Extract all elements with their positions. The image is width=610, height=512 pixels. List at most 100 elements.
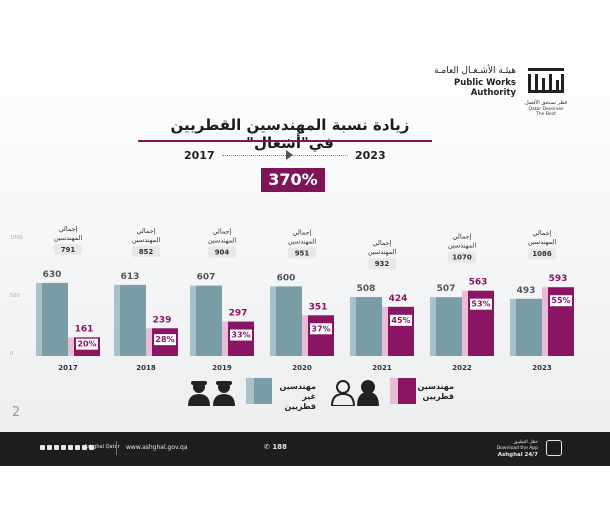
app-text-en1: Download the App bbox=[496, 446, 538, 451]
total-value: 904 bbox=[215, 249, 230, 257]
bar-qatari-side bbox=[146, 328, 152, 356]
bar-non-qatari-side bbox=[270, 286, 276, 356]
total-caption: المهندسين bbox=[368, 248, 396, 256]
total-value: 791 bbox=[61, 246, 76, 254]
bar-non-qatari bbox=[356, 297, 382, 356]
percentage-box bbox=[154, 334, 176, 346]
x-tick-label: 2019 bbox=[212, 364, 232, 372]
title-underline bbox=[138, 140, 432, 142]
non-qatari-people-icon bbox=[188, 381, 235, 406]
x-icon[interactable] bbox=[40, 445, 45, 450]
total-caption: إجمالي bbox=[137, 227, 156, 235]
phone-value: 188 bbox=[272, 443, 287, 451]
from-year: 2017 bbox=[184, 149, 215, 162]
percentage-box bbox=[310, 323, 332, 335]
percentage-label: 53% bbox=[471, 300, 490, 309]
total-caption: إجمالي bbox=[293, 228, 312, 236]
x-tick-label: 2018 bbox=[136, 364, 156, 372]
bar-non-qatari-value: 630 bbox=[43, 270, 62, 280]
bar-qatari-value: 424 bbox=[389, 294, 408, 304]
percentage-label: 37% bbox=[311, 324, 330, 333]
bar-non-qatari-value: 600 bbox=[277, 273, 296, 283]
percentage-label: 55% bbox=[551, 296, 570, 305]
bar-non-qatari-value: 493 bbox=[517, 286, 536, 296]
org-name-ar: هيئـة الأشـغـال العامـة bbox=[433, 66, 516, 76]
bar-non-qatari-side bbox=[114, 284, 120, 356]
bar-non-qatari-side bbox=[36, 282, 42, 356]
total-caption: إجمالي bbox=[373, 239, 392, 247]
youtube-icon[interactable] bbox=[75, 445, 80, 450]
bar-qatari-side bbox=[382, 306, 388, 356]
snapchat-icon[interactable] bbox=[47, 445, 52, 450]
whatsapp-icon[interactable] bbox=[89, 445, 94, 450]
infographic-card bbox=[0, 44, 610, 432]
legend-qatari-swatch bbox=[390, 378, 416, 404]
y-tick-label: 1000 bbox=[10, 235, 23, 241]
tiktok-icon[interactable] bbox=[82, 445, 87, 450]
tagline-en: Qatar Deserves The Best bbox=[528, 107, 564, 117]
bar-non-qatari-side bbox=[510, 298, 516, 356]
website-link[interactable]: www.ashghal.gov.qa bbox=[126, 444, 188, 451]
bar-qatari bbox=[308, 315, 334, 356]
bar-non-qatari bbox=[196, 285, 222, 356]
x-tick-label: 2023 bbox=[532, 364, 552, 372]
total-caption: إجمالي bbox=[453, 233, 472, 241]
total-caption: إجمالي bbox=[59, 225, 78, 233]
percentage-label: 45% bbox=[391, 316, 410, 325]
org-name-en: Public Works Authority bbox=[453, 78, 516, 98]
total-value: 1086 bbox=[532, 250, 552, 258]
ashghal-logo-icon bbox=[528, 68, 564, 93]
percentage-box bbox=[76, 338, 98, 350]
arrow-line bbox=[222, 155, 348, 156]
legend-non-qatari-swatch bbox=[246, 378, 272, 404]
instagram-icon[interactable] bbox=[54, 445, 59, 450]
y-tick-label: 0 bbox=[10, 351, 13, 357]
y-tick-label: 500 bbox=[10, 293, 20, 299]
growth-badge: 370% bbox=[261, 168, 325, 192]
total-box bbox=[54, 243, 82, 255]
bar-qatari-value: 563 bbox=[469, 278, 488, 288]
bar-non-qatari bbox=[436, 297, 462, 356]
total-caption: المهندسين bbox=[54, 234, 82, 242]
bar-non-qatari-side bbox=[190, 285, 196, 356]
bar-non-qatari-value: 613 bbox=[121, 272, 140, 282]
bar-non-qatari-side bbox=[350, 297, 356, 356]
total-value: 852 bbox=[139, 248, 154, 256]
legend-qatari-label: مهندسين قطريين bbox=[417, 382, 454, 401]
bar-non-qatari-value: 508 bbox=[357, 284, 376, 294]
app-text-ar: حمّل التطبيق bbox=[513, 440, 538, 445]
total-caption: المهندسين bbox=[208, 237, 236, 245]
footer: Ashghal Qatar www.ashghal.gov.qa ✆ 188 ح… bbox=[0, 432, 610, 466]
x-tick-label: 2021 bbox=[372, 364, 392, 372]
bar-qatari-side bbox=[542, 287, 548, 356]
social-icons bbox=[40, 445, 94, 450]
bar-qatari-side bbox=[462, 290, 468, 356]
phone-number[interactable]: ✆ 188 bbox=[264, 443, 287, 451]
bar-qatari-value: 161 bbox=[75, 324, 94, 334]
bar-non-qatari-side bbox=[430, 297, 436, 356]
bar-qatari-side bbox=[222, 321, 228, 356]
bar-qatari-value: 239 bbox=[153, 315, 172, 325]
chart-title: زيادة نسبة المهندسين القطريين في"أشغال" bbox=[170, 116, 410, 152]
total-box bbox=[448, 251, 476, 263]
total-caption: المهندسين bbox=[528, 238, 556, 246]
percentage-box bbox=[390, 314, 412, 326]
total-caption: المهندسين bbox=[132, 236, 160, 244]
footer-divider bbox=[116, 441, 117, 455]
facebook-icon[interactable] bbox=[61, 445, 66, 450]
total-caption: إجمالي bbox=[213, 228, 232, 236]
total-value: 1070 bbox=[452, 254, 472, 262]
bar-qatari-value: 351 bbox=[309, 302, 328, 312]
percentage-label: 28% bbox=[155, 335, 174, 344]
app-download[interactable]: حمّل التطبيق Download the App Ashghal 24… bbox=[482, 440, 538, 458]
bar-qatari-side bbox=[68, 337, 74, 356]
bar-non-qatari bbox=[120, 284, 146, 356]
linkedin-icon[interactable] bbox=[68, 445, 73, 450]
total-box bbox=[368, 258, 396, 270]
app-icon[interactable] bbox=[546, 440, 562, 456]
legend-non-qatari-label: مهندسين غير قطريين bbox=[279, 382, 316, 411]
total-value: 951 bbox=[295, 249, 310, 257]
bar-non-qatari bbox=[516, 298, 542, 356]
qatari-people-icon bbox=[330, 380, 379, 406]
arrow-right-icon bbox=[286, 150, 293, 160]
